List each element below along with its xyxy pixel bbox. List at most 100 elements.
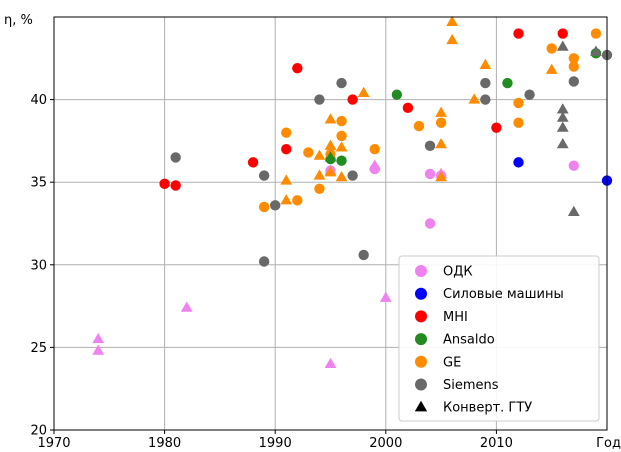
triangle-point <box>280 174 293 185</box>
circle-point <box>258 170 270 181</box>
circle-point <box>336 77 347 89</box>
circle-point <box>513 28 524 39</box>
circle-point <box>568 53 580 64</box>
triangle-point <box>324 166 337 177</box>
legend-marker <box>415 378 427 391</box>
legend-marker <box>414 400 428 412</box>
circle-point <box>170 180 181 191</box>
circle-point <box>369 143 380 155</box>
plot-frame <box>53 16 608 431</box>
triangle-point <box>468 93 481 104</box>
circle-point <box>480 77 491 89</box>
legend-label: Siemens <box>443 378 499 393</box>
y-tick-label: 40 <box>30 93 47 108</box>
triangle-point <box>280 194 293 205</box>
triangle-point <box>556 40 569 51</box>
data-points <box>92 15 613 368</box>
triangle-point <box>379 291 392 302</box>
circle-point <box>303 147 314 158</box>
circle-point <box>336 130 347 142</box>
circle-point <box>314 94 325 105</box>
triangle-point <box>556 111 569 122</box>
x-tick-label: 2010 <box>480 436 513 451</box>
circle-point <box>568 61 580 72</box>
legend-label: ОДК <box>443 265 473 280</box>
legend-marker <box>415 355 427 368</box>
triangle-point <box>335 171 348 182</box>
triangle-point <box>435 106 447 117</box>
triangle-point <box>446 15 459 26</box>
triangle-point <box>313 149 326 160</box>
legend-label: Силовые машины <box>443 287 564 302</box>
circle-point <box>336 155 347 166</box>
circle-point <box>546 43 557 54</box>
triangle-point <box>545 63 558 74</box>
circle-point <box>513 117 524 128</box>
x-tick-label: 1990 <box>259 436 292 451</box>
circle-point <box>347 170 358 181</box>
triangle-point <box>324 357 337 368</box>
circle-point <box>270 200 281 211</box>
legend-label: MHI <box>443 310 468 325</box>
circle-point <box>258 256 270 267</box>
y-tick-label: 20 <box>30 424 47 439</box>
circle-point <box>292 195 303 206</box>
circle-point <box>314 183 325 195</box>
triangle-point <box>435 171 447 182</box>
triangle-point <box>335 141 348 152</box>
circle-point <box>590 28 602 39</box>
triangle-point <box>590 45 602 56</box>
circle-point <box>513 97 524 109</box>
triangle-point <box>92 344 105 355</box>
circle-point <box>557 28 568 39</box>
triangle-point <box>479 58 492 69</box>
y-tick-label: 30 <box>30 258 47 273</box>
legend-label: Конверт. ГТУ <box>443 401 532 416</box>
circle-point <box>358 249 369 261</box>
circle-point <box>281 127 292 138</box>
x-axis-label: Год <box>596 436 621 451</box>
circle-point <box>347 94 358 105</box>
triangle-point <box>324 151 337 162</box>
axis-ticks: 1970 1980 1990 2000 2010 20 25 30 35 40 <box>30 93 512 451</box>
circle-point <box>424 168 436 180</box>
legend-marker <box>415 265 427 277</box>
y-tick-label: 25 <box>30 341 47 356</box>
x-tick-label: 2000 <box>369 436 402 451</box>
circle-point <box>258 201 270 213</box>
circle-point <box>292 63 303 74</box>
legend-box <box>398 255 600 422</box>
circle-point <box>568 160 580 171</box>
circle-point <box>480 94 491 105</box>
circle-point <box>491 122 502 133</box>
legend-marker <box>415 287 427 300</box>
y-axis-label: η, % <box>4 13 33 28</box>
triangle-point <box>435 138 447 149</box>
legend: ОДК Силовые машины MHI Ansaldo GE Siemens Конв… <box>398 255 600 422</box>
circle-point <box>159 178 170 190</box>
circle-point <box>568 76 580 87</box>
triangle-point <box>446 33 459 45</box>
triangle-point <box>313 169 326 180</box>
triangle-point <box>357 86 370 98</box>
circle-point <box>435 117 447 128</box>
triangle-point <box>324 113 337 124</box>
triangle-point <box>567 205 580 216</box>
x-tick-label: 1980 <box>148 436 181 451</box>
circle-point <box>513 157 524 168</box>
legend-marker <box>415 310 427 323</box>
circle-point <box>413 120 425 132</box>
circle-point <box>336 115 347 127</box>
triangle-point <box>324 139 337 150</box>
triangle-point <box>556 138 569 149</box>
triangle-point <box>92 332 105 344</box>
y-tick-label: 35 <box>30 176 47 191</box>
circle-point <box>502 77 513 89</box>
triangle-point <box>556 103 569 114</box>
circle-point <box>524 89 535 100</box>
legend-label: GE <box>443 355 461 370</box>
legend-marker <box>415 333 427 346</box>
circle-point <box>424 140 436 152</box>
triangle-point <box>556 121 569 132</box>
